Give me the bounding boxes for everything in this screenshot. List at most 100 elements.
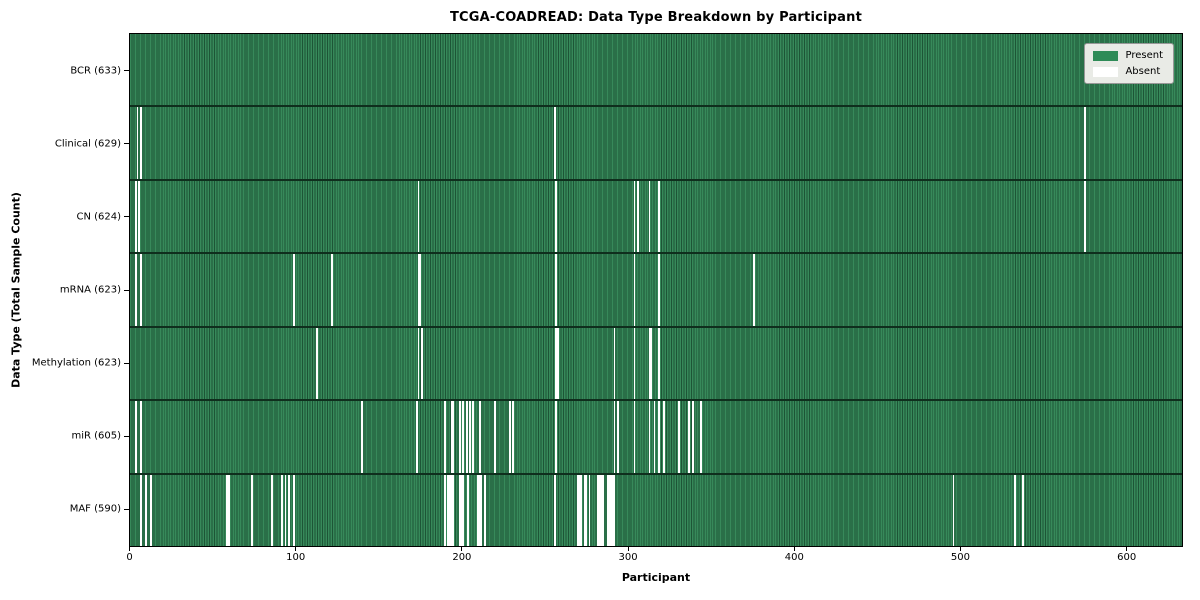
absent-stripe — [1083, 107, 1086, 179]
y-tick-mark — [124, 70, 129, 72]
absent-stripe — [616, 401, 619, 473]
absent-stripe — [444, 401, 446, 473]
y-tick-label: Methylation (623) — [31, 357, 121, 369]
absent-stripe — [578, 474, 581, 546]
absent-stripe — [598, 474, 601, 546]
absent-stripe — [452, 474, 455, 546]
absent-stripe — [688, 401, 691, 473]
absent-stripe — [601, 474, 604, 546]
absent-stripe — [480, 474, 483, 546]
legend-item-absent: Absent — [1093, 66, 1163, 77]
absent-stripe — [459, 401, 461, 473]
absent-stripe — [555, 401, 558, 473]
absent-stripe — [678, 401, 681, 473]
x-tick-label: 0 — [126, 552, 133, 563]
absent-stripe — [449, 474, 451, 546]
y-tick-mark — [124, 289, 129, 291]
absent-stripe — [553, 107, 556, 179]
absent-stripe — [420, 327, 423, 400]
absent-stripe — [447, 474, 450, 546]
absent-stripe — [459, 474, 461, 546]
absent-stripe — [1022, 474, 1025, 546]
legend: Present Absent — [1084, 43, 1174, 84]
x-tick-mark — [295, 547, 297, 551]
absent-stripe — [465, 401, 468, 473]
absent-stripe — [583, 474, 586, 546]
absent-stripe — [636, 180, 639, 253]
absent-stripe — [444, 474, 446, 546]
absent-stripe — [292, 254, 295, 326]
absent-stripe — [284, 474, 287, 546]
absent-stripe — [228, 474, 230, 546]
absent-stripe — [613, 327, 616, 400]
absent-stripe — [952, 474, 955, 546]
absent-stripe — [361, 401, 363, 473]
absent-stripe — [633, 401, 636, 473]
absent-stripe — [648, 401, 651, 473]
heatmap-rows — [130, 34, 1182, 546]
absent-stripe — [650, 327, 652, 400]
absent-stripe — [663, 401, 666, 473]
x-tick-mark — [627, 547, 629, 551]
absent-stripe — [597, 474, 599, 546]
absent-stripe — [600, 474, 603, 546]
absent-stripe — [139, 401, 142, 473]
absent-stripe — [493, 401, 496, 473]
absent-swatch — [1093, 66, 1119, 77]
data-row-clinical — [130, 105, 1182, 179]
x-tick-mark — [129, 547, 130, 551]
x-tick-mark — [461, 547, 463, 551]
absent-stripe — [419, 254, 421, 326]
chart-title: TCGA-COADREAD: Data Type Breakdown by Pa… — [449, 10, 863, 25]
absent-stripe — [134, 180, 137, 253]
x-tick-label: 300 — [618, 552, 638, 563]
y-tick-mark — [124, 362, 129, 364]
absent-stripe — [472, 401, 475, 473]
present-swatch — [1093, 50, 1119, 61]
x-tick-mark — [793, 547, 795, 551]
absent-stripe — [462, 401, 465, 473]
absent-stripe — [483, 474, 486, 546]
absent-stripe — [226, 474, 229, 546]
absent-stripe — [134, 401, 137, 473]
absent-stripe — [610, 474, 613, 546]
absent-stripe — [1083, 180, 1086, 253]
data-row-methylation — [130, 325, 1182, 400]
absent-stripe — [450, 401, 453, 473]
absent-stripe — [469, 401, 471, 473]
absent-stripe — [316, 327, 318, 400]
absent-stripe — [585, 474, 588, 546]
absent-stripe — [580, 474, 583, 546]
absent-stripe — [144, 474, 147, 546]
x-tick-label: 500 — [950, 552, 970, 563]
absent-stripe — [417, 180, 420, 253]
absent-stripe — [658, 327, 661, 400]
absent-stripe — [134, 254, 137, 326]
data-row-cn — [130, 178, 1182, 253]
absent-stripe — [633, 327, 636, 400]
absent-stripe — [633, 180, 636, 253]
absent-stripe — [452, 401, 455, 473]
legend-label-absent: Absent — [1125, 66, 1161, 77]
legend-label-present: Present — [1125, 50, 1163, 61]
absent-stripe — [292, 474, 295, 546]
absent-stripe — [271, 474, 274, 546]
data-row-mir — [130, 399, 1182, 473]
absent-stripe — [691, 401, 694, 473]
absent-stripe — [1014, 474, 1016, 546]
absent-stripe — [512, 401, 515, 473]
y-tick-label: CN (624) — [76, 211, 121, 223]
absent-stripe — [136, 107, 139, 179]
absent-stripe — [139, 107, 142, 179]
absent-stripe — [658, 401, 661, 473]
absent-stripe — [450, 474, 453, 546]
absent-stripe — [653, 401, 656, 473]
absent-stripe — [555, 180, 558, 253]
absent-stripe — [281, 474, 284, 546]
absent-stripe — [417, 254, 420, 326]
absent-stripe — [633, 254, 636, 326]
x-tick-label: 600 — [1117, 552, 1137, 563]
y-tick-mark — [124, 216, 129, 218]
absent-stripe — [139, 474, 142, 546]
